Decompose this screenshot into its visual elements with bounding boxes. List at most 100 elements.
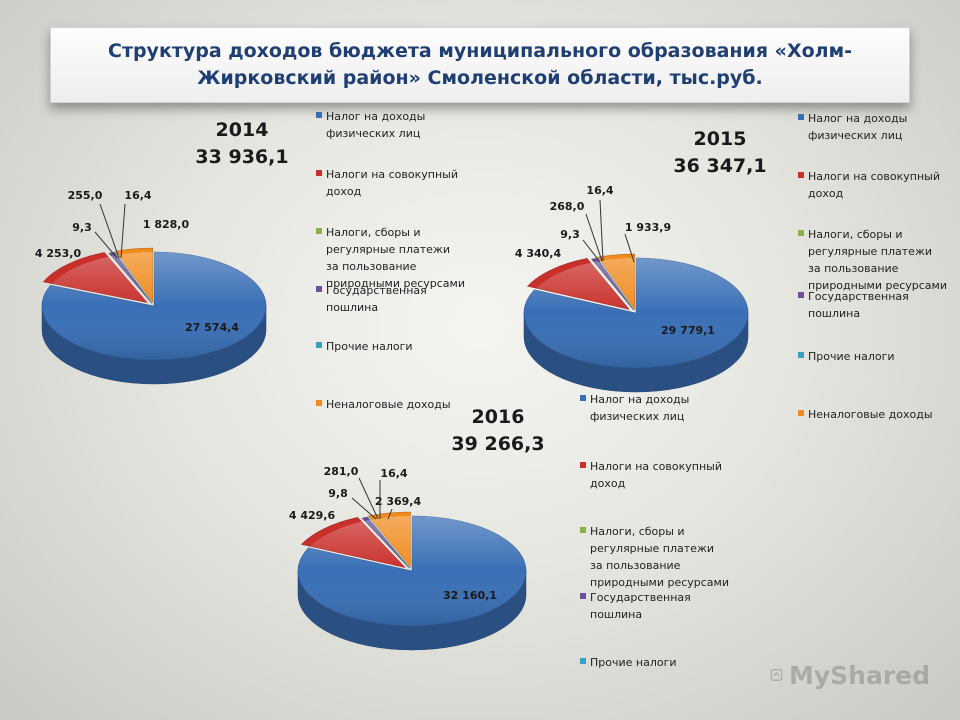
legend-swatch bbox=[798, 352, 804, 358]
legend-label: Налоги, сборы и регулярные платежи за по… bbox=[326, 226, 465, 290]
legend-swatch bbox=[316, 342, 322, 348]
pie-chart-2015: 29 779,1 4 340,4 9,3 268,016,4 1 933,9 bbox=[515, 184, 749, 393]
pie-2015-leader-3 bbox=[585, 213, 603, 262]
pie-2016-label-2: 9,8 bbox=[328, 487, 348, 500]
pie-2014-label-2: 9,3 bbox=[72, 221, 92, 234]
legend-label: Налог на доходы физических лиц bbox=[326, 110, 426, 140]
legend-swatch bbox=[316, 170, 322, 176]
pie-2015-leader-5 bbox=[624, 233, 635, 263]
legend-swatch bbox=[580, 658, 586, 664]
legend-item: Налоги на совокупный доход bbox=[580, 458, 730, 492]
year-label-2016: 2016 bbox=[471, 406, 525, 428]
pie-2016-leader-3 bbox=[358, 477, 379, 520]
legend-swatch bbox=[798, 292, 804, 298]
pie-chart-2014: 27 574,4 4 253,0 9,3 255,0 16,4 1 828,0 bbox=[35, 189, 267, 385]
pie-2015-label-1: 4 340,4 bbox=[515, 247, 562, 260]
legend-item: Налоги, сборы и регулярные платежи за по… bbox=[316, 224, 466, 292]
legend-item: Прочие налоги bbox=[580, 654, 730, 671]
pie-2016-label-5: 2 369,4 bbox=[375, 495, 422, 508]
share-logo-icon bbox=[770, 669, 783, 681]
legend-item: Налоги, сборы и регулярные платежи за по… bbox=[580, 523, 730, 591]
pie-2016-label-0: 32 160,1 bbox=[443, 589, 497, 602]
pie-2015-leader-2 bbox=[582, 239, 601, 263]
legend-item: Налоги на совокупный доход bbox=[798, 168, 948, 202]
pie-2014-leader-4 bbox=[120, 203, 126, 259]
legend-swatch bbox=[798, 410, 804, 416]
legend-swatch bbox=[316, 228, 322, 234]
pie-2015-leader-4 bbox=[599, 199, 604, 262]
legend-swatch bbox=[798, 172, 804, 178]
legend-swatch bbox=[316, 400, 322, 406]
legend-label: Государственная пошлина bbox=[590, 591, 691, 621]
year-total-2015: 36 347,1 bbox=[673, 155, 767, 177]
legend-item: Неналоговые доходы bbox=[316, 396, 466, 413]
legend-swatch bbox=[580, 462, 586, 468]
pie-2015-label-3: 268,0 bbox=[550, 200, 585, 213]
legend-item: Прочие налоги bbox=[798, 348, 948, 365]
pie-2016-shine bbox=[298, 516, 526, 626]
legend-item: Государственная пошлина bbox=[798, 288, 948, 322]
legend-item: Неналоговые доходы bbox=[798, 406, 948, 423]
watermark-text: MyShared bbox=[788, 660, 930, 690]
legend-label: Налоги, сборы и регулярные платежи за по… bbox=[590, 525, 729, 589]
pie-2016-label-3: 281,0 bbox=[324, 465, 359, 478]
pie-2014-leader-2 bbox=[94, 231, 118, 259]
legend-swatch bbox=[798, 114, 804, 120]
year-total-2014: 33 936,1 bbox=[195, 146, 289, 168]
watermark: MyShared bbox=[770, 655, 930, 695]
legend-label: Налог на доходы физических лиц bbox=[808, 112, 908, 142]
legend-item: Налоги на совокупный доход bbox=[316, 166, 466, 200]
pie-2014-shine bbox=[42, 252, 266, 360]
pie-2014-label-3: 255,0 bbox=[68, 189, 103, 202]
legend-label: Государственная пошлина bbox=[326, 284, 427, 314]
legend-swatch bbox=[580, 593, 586, 599]
legend-swatch bbox=[580, 395, 586, 401]
legend-label: Налоги на совокупный доход bbox=[808, 170, 940, 200]
pie-2015-label-0: 29 779,1 bbox=[661, 324, 715, 337]
legend-item: Налог на доходы физических лиц bbox=[798, 110, 948, 144]
slide-title: Структура доходов бюджета муниципального… bbox=[108, 40, 852, 89]
slide-title-box: Структура доходов бюджета муниципального… bbox=[50, 27, 910, 103]
pie-2015-label-4: 16,4 bbox=[586, 184, 613, 197]
legend-item: Налоги, сборы и регулярные платежи за по… bbox=[798, 226, 948, 294]
legend-item: Налог на доходы физических лиц bbox=[316, 108, 466, 142]
year-total-2016: 39 266,3 bbox=[451, 433, 545, 455]
legend-label: Неналоговые доходы bbox=[808, 408, 933, 421]
legend-item: Налог на доходы физических лиц bbox=[580, 391, 730, 425]
pie-2014-label-5: 1 828,0 bbox=[143, 218, 190, 231]
legend-item: Государственная пошлина bbox=[316, 282, 466, 316]
year-title-2014: 2014 33 936,1 bbox=[172, 117, 312, 171]
legend-label: Налоги на совокупный доход bbox=[326, 168, 458, 198]
year-label-2014: 2014 bbox=[215, 119, 269, 141]
legend-label: Налоги на совокупный доход bbox=[590, 460, 722, 490]
legend-item: Прочие налоги bbox=[316, 338, 466, 355]
legend-label: Прочие налоги bbox=[808, 350, 895, 363]
year-title-2016: 2016 39 266,3 bbox=[428, 404, 568, 458]
legend-label: Налог на доходы физических лиц bbox=[590, 393, 690, 423]
legend-swatch bbox=[798, 230, 804, 236]
pie-2014-leader-3 bbox=[99, 203, 120, 259]
pie-2015-label-2: 9,3 bbox=[560, 228, 580, 241]
pie-2014-label-0: 27 574,4 bbox=[185, 321, 239, 334]
year-title-2015: 2015 36 347,1 bbox=[650, 126, 790, 180]
pie-2014-label-4: 16,4 bbox=[124, 189, 151, 202]
legend-label: Прочие налоги bbox=[326, 340, 413, 353]
pie-2016-leader-5 bbox=[387, 508, 393, 520]
legend-label: Государственная пошлина bbox=[808, 290, 909, 320]
pie-2016-leader-2 bbox=[351, 497, 377, 520]
legend-label: Прочие налоги bbox=[590, 656, 677, 669]
legend-label: Налоги, сборы и регулярные платежи за по… bbox=[808, 228, 947, 292]
pie-2016-label-1: 4 429,6 bbox=[289, 509, 336, 522]
legend-swatch bbox=[580, 527, 586, 533]
legend-swatch bbox=[316, 286, 322, 292]
year-label-2015: 2015 bbox=[693, 128, 747, 150]
legend-label: Неналоговые доходы bbox=[326, 398, 451, 411]
legend-swatch bbox=[316, 112, 322, 118]
pie-2016-label-4: 16,4 bbox=[380, 467, 407, 480]
legend-item: Государственная пошлина bbox=[580, 589, 730, 623]
pie-2015-shine bbox=[524, 258, 748, 368]
pie-2015-label-5: 1 933,9 bbox=[625, 221, 671, 234]
pie-2014-label-1: 4 253,0 bbox=[35, 247, 82, 260]
pie-chart-2016: 32 160,1 4 429,6 9,8 281,0 16,4 2 369,4 bbox=[289, 465, 527, 651]
